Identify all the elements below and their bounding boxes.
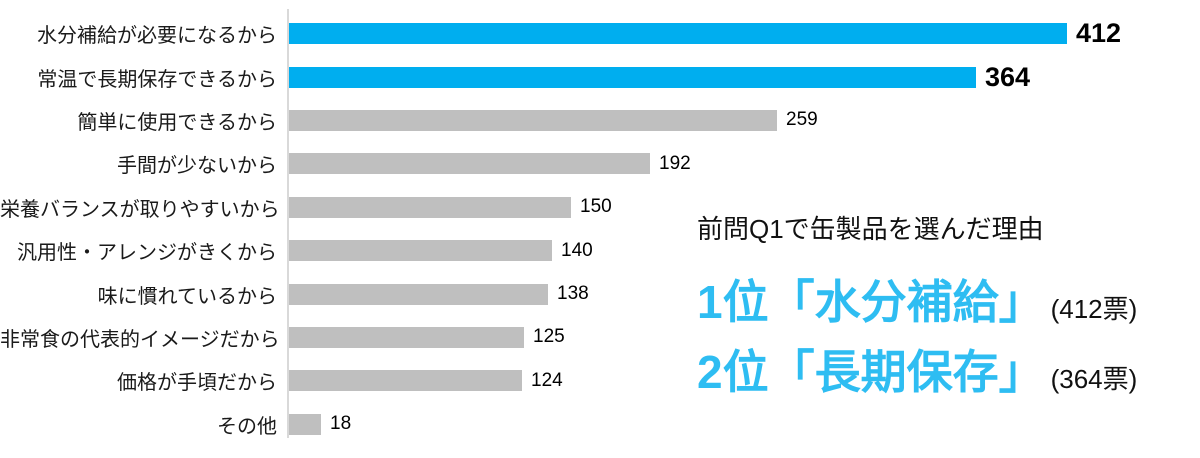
category-label: 汎用性・アレンジがきくから — [17, 242, 277, 265]
value-label: 364 — [985, 61, 1031, 92]
category-label: 水分補給が必要になるから — [37, 25, 277, 48]
category-label: 非常食の代表的イメージだから — [0, 328, 280, 351]
bar-row: 水分補給が必要になるから 412 — [0, 12, 1200, 55]
bar-row: その他 18 — [0, 403, 1200, 446]
bar — [287, 109, 777, 131]
category-label: 味に慣れているから — [97, 285, 277, 308]
bar-row: 栄養バランスが取りやすいから 150 — [0, 186, 1200, 229]
bar — [287, 196, 571, 218]
annotation-block: 前問Q1で缶製品を選んだ理由 1位「水分補給」 (412票) 2位「長期保存」 (3… — [697, 214, 1137, 411]
annotation-rank2: 2位「長期保存」 (364票) — [697, 341, 1137, 411]
value-label: 18 — [330, 413, 352, 435]
category-label: 簡単に使用できるから — [77, 111, 277, 134]
annotation-rank1: 1位「水分補給」 (412票) — [697, 271, 1137, 341]
value-label: 412 — [1076, 18, 1122, 49]
rank2-votes: (364票) — [1050, 364, 1138, 394]
category-label: その他 — [217, 415, 277, 438]
bar — [287, 370, 522, 392]
rank1-text: 1位「水分補給」 — [697, 276, 1045, 328]
bar — [287, 23, 1067, 45]
value-label: 259 — [786, 109, 818, 131]
bar-row: 味に慣れているから 138 — [0, 272, 1200, 315]
category-label: 手間が少ないから — [117, 155, 277, 178]
bar-row: 価格が手頃だから 124 — [0, 359, 1200, 402]
rank1-votes: (412票) — [1050, 294, 1138, 324]
bar — [287, 66, 976, 88]
category-label: 常温で長期保存できるから — [37, 68, 277, 91]
value-label: 125 — [533, 326, 565, 348]
bar — [287, 153, 650, 175]
bar — [287, 326, 524, 348]
bar-row: 非常食の代表的イメージだから 125 — [0, 316, 1200, 359]
category-label: 栄養バランスが取りやすいから — [0, 198, 280, 221]
value-label: 138 — [557, 283, 589, 305]
value-label: 140 — [561, 239, 593, 261]
bar — [287, 283, 548, 305]
bar-row: 常温で長期保存できるから 364 — [0, 55, 1200, 98]
annotation-title: 前問Q1で缶製品を選んだ理由 — [697, 214, 1044, 244]
bar-row: 汎用性・アレンジがきくから 140 — [0, 229, 1200, 272]
bar-row: 簡単に使用できるから 259 — [0, 99, 1200, 142]
bar — [287, 413, 321, 435]
value-label: 124 — [531, 369, 563, 391]
y-axis-line — [287, 9, 289, 438]
bar-row: 手間が少ないから 192 — [0, 142, 1200, 185]
rank2-text: 2位「長期保存」 — [697, 346, 1045, 398]
bar — [287, 240, 552, 262]
value-label: 192 — [659, 152, 691, 174]
bar-rows: 水分補給が必要になるから 412 常温で長期保存できるから 364 簡単に使用できるから… — [0, 12, 1200, 446]
value-label: 150 — [580, 196, 612, 218]
category-label: 価格が手頃だから — [117, 372, 277, 395]
chart-plot-area: 水分補給が必要になるから 412 常温で長期保存できるから 364 簡単に使用できるから… — [0, 12, 1200, 446]
